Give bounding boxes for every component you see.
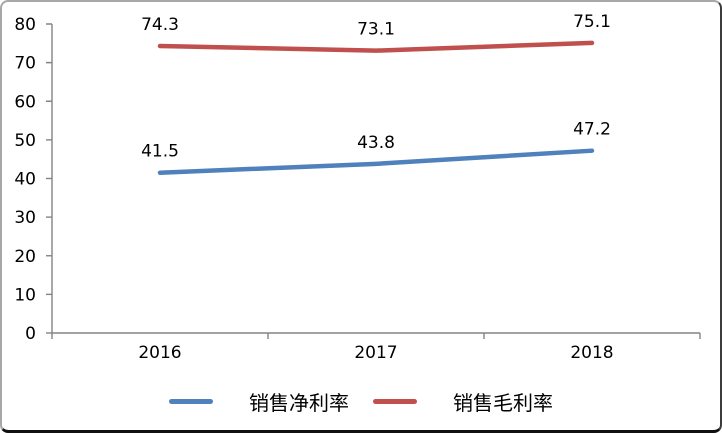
chart-legend: 销售净利率 销售毛利率	[2, 386, 720, 416]
legend-label-gross-profit-margin: 销售毛利率	[453, 390, 553, 415]
y-axis-tick-label: 0	[25, 324, 36, 344]
legend-item-net-profit-margin: 销售净利率	[169, 387, 349, 416]
y-axis-tick-label: 40	[14, 170, 36, 190]
data-point-label: 47.2	[573, 120, 611, 140]
data-point-label: 73.1	[357, 20, 395, 40]
y-axis-tick-label: 50	[14, 131, 36, 151]
legend-line-swatch-red	[373, 398, 417, 404]
x-axis-category-label: 2017	[354, 343, 397, 363]
legend-item-gross-profit-margin: 销售毛利率	[373, 387, 553, 416]
data-point-label: 74.3	[141, 15, 179, 35]
y-axis-tick-label: 30	[14, 208, 36, 228]
line-chart-plot-area: 0 10 20 30 40 50 60 70 80 2016 2017 2018 41.5 43.8 47.…	[14, 12, 701, 363]
x-axis-category-label: 2016	[138, 343, 181, 363]
x-axis-category-label: 2018	[570, 343, 613, 363]
data-point-label: 41.5	[141, 142, 179, 162]
legend-label-net-profit-margin: 销售净利率	[249, 390, 349, 415]
series-line-1	[157, 40, 595, 53]
y-axis-tick-label: 10	[14, 285, 36, 305]
data-point-label: 43.8	[357, 133, 395, 153]
legend-line-swatch-blue	[169, 398, 213, 404]
y-axis-tick-label: 20	[14, 247, 36, 267]
y-axis-tick-label: 80	[14, 15, 36, 35]
series-line-0	[157, 148, 595, 175]
y-axis-tick-label: 60	[14, 92, 36, 112]
y-axis-tick-label: 70	[14, 54, 36, 74]
data-point-label: 75.1	[573, 12, 611, 32]
